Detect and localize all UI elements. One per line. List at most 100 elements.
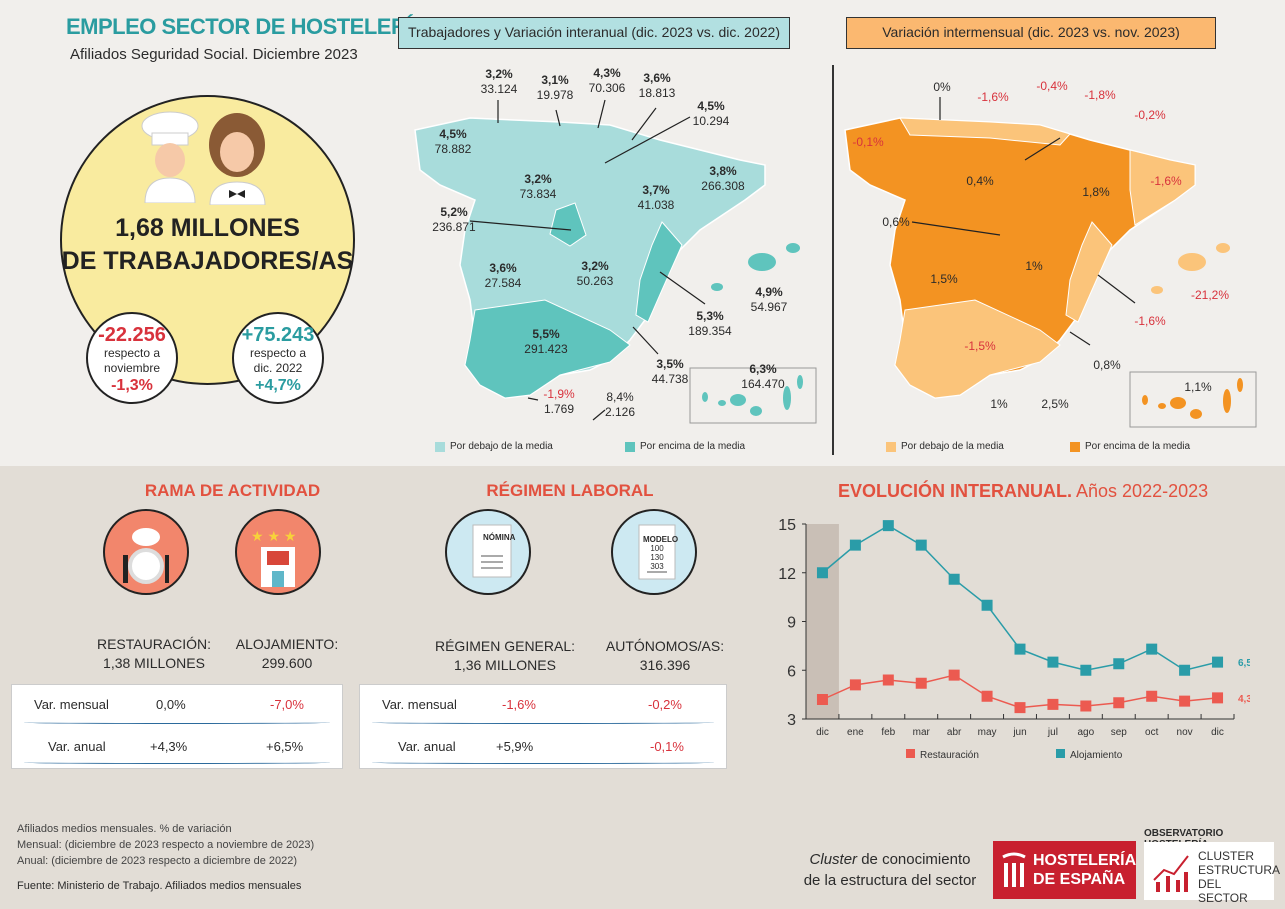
map-label: -0,2% <box>1134 108 1166 122</box>
wave-divider <box>372 721 714 724</box>
y-tick-label: 3 <box>787 712 796 729</box>
alojamiento-caption: ALOJAMIENTO: 299.600 <box>235 636 339 671</box>
data-point <box>915 677 927 689</box>
map-label: 5,5% 291.423 <box>524 327 568 356</box>
monthly-change-badge: -22.256 respecto a noviembre -1,3% <box>86 312 178 404</box>
map-label: 3,6% 27.584 <box>484 261 522 290</box>
map-left-andalucia <box>464 299 631 399</box>
highlight-band <box>806 524 839 719</box>
restauracion-caption: RESTAURACIÓN: 1,38 MILLONES <box>96 636 212 671</box>
data-point <box>948 573 960 585</box>
evolucion-title: EVOLUCIÓN INTERANUAL. Años 2022-2023 <box>838 481 1209 501</box>
hero-line-2: DE TRABAJADORES/AS <box>61 247 354 275</box>
map-label: 3,8% 266.308 <box>701 164 745 193</box>
map-left-legend-below: Por debajo de la media <box>435 441 553 452</box>
page-title: EMPLEO SECTOR DE HOSTELERÍA <box>66 14 428 39</box>
y-tick-label: 15 <box>778 517 796 534</box>
data-point <box>1047 656 1059 668</box>
map-right-catalonia <box>1129 149 1196 226</box>
map-right-canarias <box>1142 378 1243 419</box>
restaurant-icon <box>103 509 189 595</box>
annual-change-text: respecto a <box>249 346 307 360</box>
cluster-tagline: Cluster de conocimiento de la estructura … <box>803 851 977 889</box>
map-label: 5,2% 236.871 <box>432 205 476 234</box>
chef-icon <box>140 108 200 204</box>
map-label: -1,6% <box>1150 174 1182 188</box>
map-label: 3,2% 50.263 <box>576 259 614 288</box>
map-label: 8,4% 2.126 <box>604 390 636 419</box>
monthly-change-pct: -1,3% <box>111 377 153 394</box>
monthly-change-text2: noviembre <box>103 361 161 375</box>
cluster-logo: CLUSTER ESTRUCTURA DEL SECTOR <box>1144 842 1280 905</box>
map-label: 3,2% 73.834 <box>519 172 557 201</box>
map-label: 4,5% 78.882 <box>434 127 472 156</box>
x-tick-label: jul <box>1047 727 1058 738</box>
data-point <box>1179 695 1191 707</box>
map-label: -1,6% <box>977 90 1009 104</box>
x-tick-label: feb <box>881 727 895 738</box>
x-tick-label: ago <box>1078 727 1095 738</box>
map-label: 0,6% <box>882 215 910 229</box>
map-label: 3,7% 41.038 <box>637 183 675 212</box>
series-end-label: 6,5 <box>1238 658 1250 669</box>
wave-divider <box>24 761 330 764</box>
map-label: 5,3% 189.354 <box>688 309 732 338</box>
footer-notes: Afiliados medios mensuales. % de variaci… <box>17 821 314 869</box>
data-point <box>981 690 993 702</box>
legend-label: Alojamiento <box>1070 750 1123 761</box>
map-right-leader-lines <box>911 97 1136 346</box>
waitress-icon <box>205 110 270 206</box>
data-point <box>1080 664 1092 676</box>
map-right <box>844 97 1257 428</box>
note: Afiliados medios mensuales. % de variaci… <box>17 823 232 835</box>
payslip-icon: NÓMINA <box>445 509 531 595</box>
table-row: Var. anual +4,3% +6,5% <box>48 739 304 754</box>
hero-line-1: 1,68 MILLONES <box>115 214 300 242</box>
data-point <box>816 694 828 705</box>
data-point <box>1212 656 1224 668</box>
payslip-label: NÓMINA <box>483 533 516 542</box>
map-left-legend-above: Por encima de la media <box>625 441 745 452</box>
x-tick-label: mar <box>913 727 931 738</box>
y-tick-label: 9 <box>787 615 796 632</box>
series-end-label: 4,3 <box>1238 694 1250 705</box>
map-divider <box>832 65 834 455</box>
data-point <box>1146 690 1158 702</box>
map-label: -1,9% 1.769 <box>543 387 575 416</box>
general-caption: RÉGIMEN GENERAL: 1,36 MILLONES <box>434 638 576 673</box>
tax-form-icon: MODELO 100 130 303 <box>611 509 697 595</box>
annual-change-text2: dic. 2022 <box>253 361 303 375</box>
map-label: -1,6% <box>1134 314 1166 328</box>
map-left <box>414 99 817 424</box>
hero-total: 1,68 MILLONES DE TRABAJADORES/AS <box>60 212 355 278</box>
map-right-canarias-box <box>1129 371 1257 428</box>
map-right-north-strip <box>899 117 1071 146</box>
wave-divider <box>372 761 714 764</box>
map-label: 1% <box>990 397 1008 411</box>
autonomos-caption: AUTÓNOMOS/AS: 316.396 <box>605 638 725 673</box>
table-row: Var. mensual 0,0% -7,0% <box>34 697 304 712</box>
footer-source: Fuente: Ministerio de Trabajo. Afiliados… <box>17 880 302 892</box>
map-label: 1,1% <box>1184 380 1212 394</box>
evolution-chart: 15 12 9 6 3 dic ene feb mar abr may jun jul ago sep oct… <box>778 517 1250 761</box>
y-tick-label: 6 <box>787 663 796 680</box>
map-left-title: Trabajadores y Variación interanual (dic… <box>398 17 790 49</box>
page-subtitle: Afiliados Seguridad Social. Diciembre 20… <box>70 46 358 63</box>
annual-change-pct: +4,7% <box>255 377 301 394</box>
map-right-baleares <box>1151 243 1230 294</box>
map-label: 6,3% 164.470 <box>741 362 785 391</box>
data-point <box>1014 643 1026 655</box>
data-point <box>915 539 927 551</box>
map-label: 0,8% <box>1093 358 1121 372</box>
data-point <box>1080 700 1092 712</box>
x-tick-label: oct <box>1145 727 1159 738</box>
data-point <box>1113 697 1125 709</box>
map-label: 3,2% 33.124 <box>480 67 518 96</box>
monthly-change-text: respecto a <box>103 346 161 360</box>
map-label: 3,6% 18.813 <box>638 71 676 100</box>
x-tick-label: nov <box>1177 727 1193 738</box>
data-point <box>981 599 993 611</box>
x-tick-label: jun <box>1012 727 1026 738</box>
annual-change-value: +75.243 <box>241 324 315 346</box>
map-right-legend-above: Por encima de la media <box>1070 441 1190 452</box>
